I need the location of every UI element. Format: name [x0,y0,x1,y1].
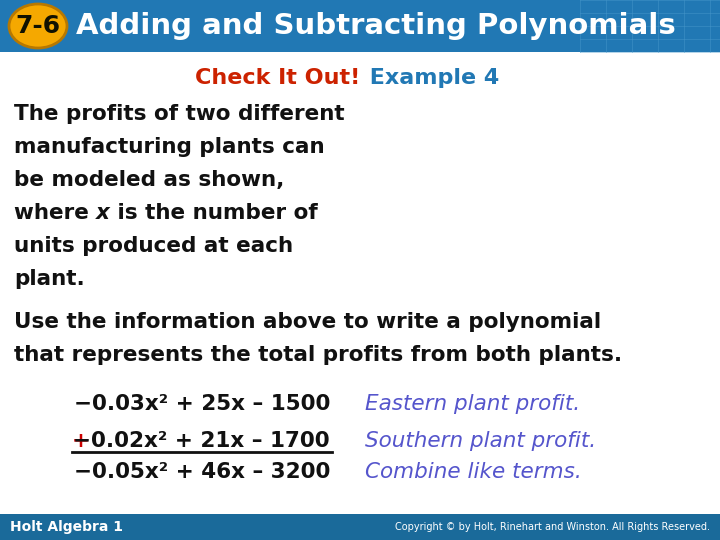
Text: Example 4: Example 4 [362,68,499,88]
Text: plant.: plant. [14,269,85,289]
Text: Southern plant profit.: Southern plant profit. [365,431,596,451]
Bar [0,514,720,540]
Text: units produced at each: units produced at each [14,236,293,256]
Text: 7-6: 7-6 [15,14,60,38]
Ellipse shape [9,4,67,48]
Text: Check It Out!: Check It Out! [194,68,360,88]
Text: Adding and Subtracting Polynomials: Adding and Subtracting Polynomials [76,12,676,40]
Text: that represents the total profits from both plants.: that represents the total profits from b… [14,345,622,365]
Text: Eastern plant profit.: Eastern plant profit. [365,394,580,414]
Text: be modeled as shown,: be modeled as shown, [14,170,284,190]
Text: x: x [96,203,110,223]
Bar [0,0,720,52]
Text: +: + [72,431,90,451]
Text: −0.02x² + 21x – 1700: −0.02x² + 21x – 1700 [73,431,330,451]
Text: Combine like terms.: Combine like terms. [365,462,582,482]
Text: Holt Algebra 1: Holt Algebra 1 [10,520,123,534]
Text: manufacturing plants can: manufacturing plants can [14,137,325,157]
Text: The profits of two different: The profits of two different [14,104,345,124]
Text: −0.03x² + 25x – 1500: −0.03x² + 25x – 1500 [73,394,330,414]
Text: −0.05x² + 46x – 3200: −0.05x² + 46x – 3200 [73,462,330,482]
Text: is the number of: is the number of [110,203,318,223]
Text: Use the information above to write a polynomial: Use the information above to write a pol… [14,312,601,332]
Text: where: where [14,203,96,223]
Text: Copyright © by Holt, Rinehart and Winston. All Rights Reserved.: Copyright © by Holt, Rinehart and Winsto… [395,522,710,532]
